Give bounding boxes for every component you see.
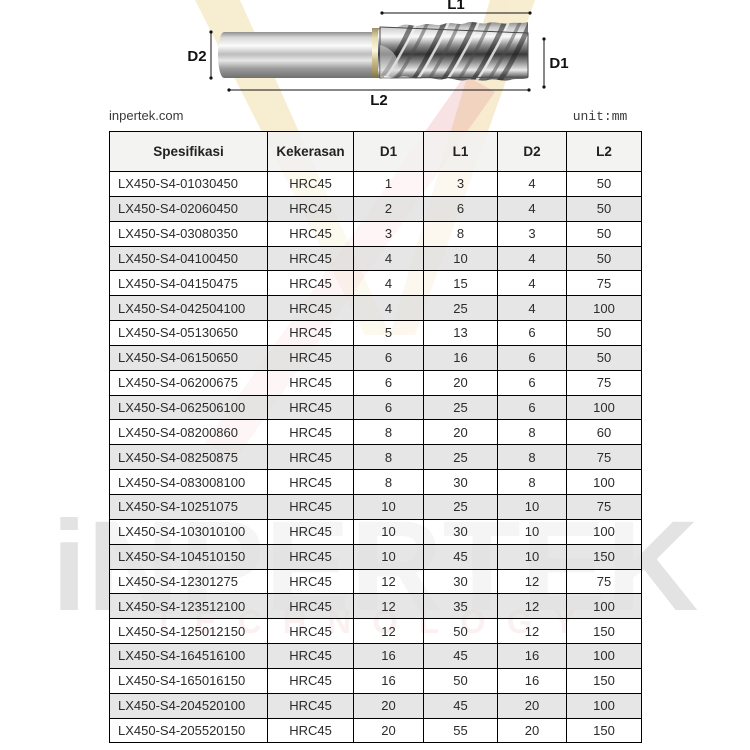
- svg-text:inpertek.com: inpertek.com: [109, 108, 183, 123]
- svg-text:D1: D1: [549, 55, 568, 72]
- svg-text:L1: L1: [447, 0, 465, 13]
- svg-text:L2: L2: [370, 92, 388, 109]
- svg-text:D2: D2: [187, 48, 206, 65]
- svg-text:unit:mm: unit:mm: [573, 109, 628, 124]
